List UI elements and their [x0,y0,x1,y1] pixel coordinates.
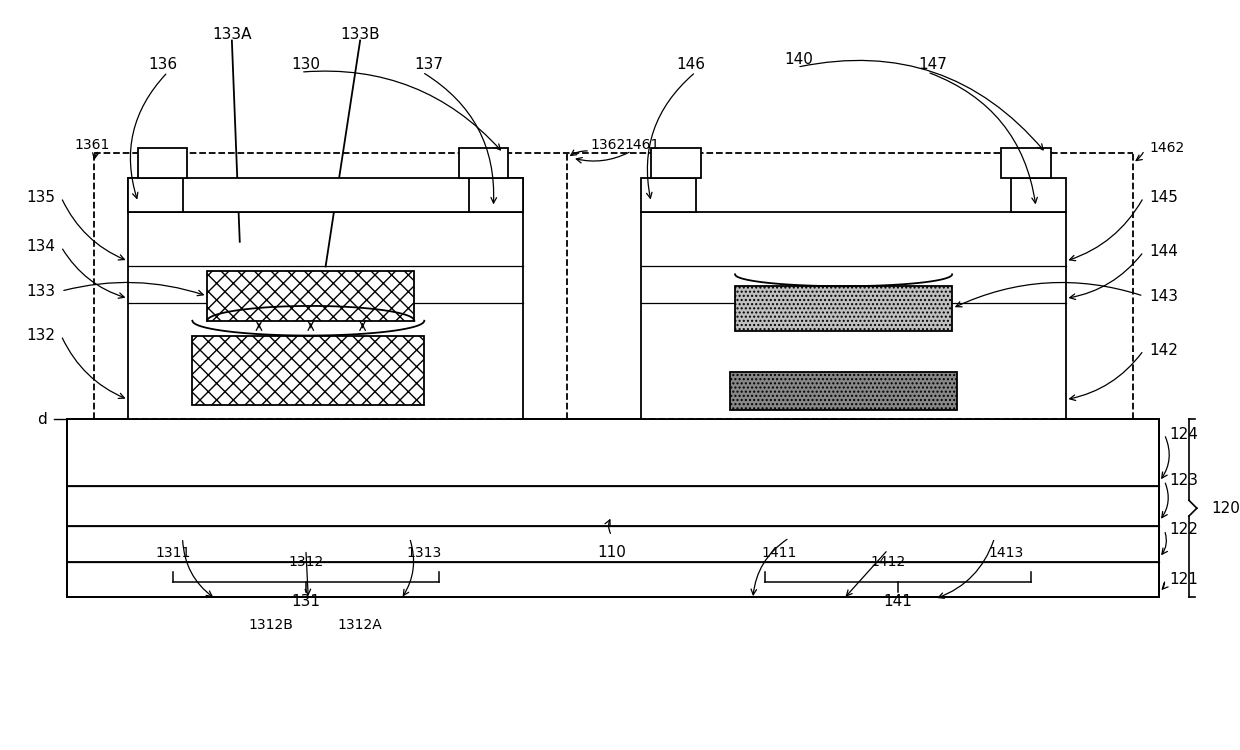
Bar [730,372,957,410]
Text: 1313: 1313 [407,545,441,560]
Text: 123: 123 [1169,473,1198,488]
Text: 132: 132 [26,328,56,343]
Text: 143: 143 [1149,289,1178,304]
Text: 140: 140 [785,52,813,67]
Bar [207,272,414,321]
Text: 131: 131 [291,595,320,610]
Bar [67,562,1159,597]
Bar [192,335,424,404]
Text: 120: 120 [1211,501,1240,516]
Text: 1413: 1413 [988,545,1024,560]
Text: 1312B: 1312B [249,618,294,632]
Text: 133B: 133B [340,27,379,42]
Text: 124: 124 [1169,427,1198,442]
Bar [459,148,508,178]
Bar [651,148,701,178]
Text: 147: 147 [918,57,947,72]
Text: 145: 145 [1149,190,1178,205]
Text: 1312: 1312 [288,556,324,569]
Text: 1411: 1411 [761,545,797,560]
Bar [67,526,1159,562]
Bar [1012,178,1065,212]
Bar [641,212,1065,419]
Bar [128,178,182,212]
Bar [67,487,1159,526]
Text: 130: 130 [291,57,320,72]
Text: 121: 121 [1169,572,1198,586]
Text: 135: 135 [26,190,56,205]
Bar [735,286,952,331]
Text: 134: 134 [26,239,56,254]
Text: 1312A: 1312A [337,618,382,632]
Text: 1461: 1461 [625,138,660,152]
Text: 122: 122 [1169,523,1198,538]
Bar [128,212,523,419]
Bar [67,419,1159,487]
Text: 141: 141 [883,595,913,610]
Text: 1412: 1412 [870,556,905,569]
Text: 1361: 1361 [74,138,109,152]
Text: 146: 146 [676,57,706,72]
Text: 142: 142 [1149,343,1178,358]
Text: 133A: 133A [212,27,252,42]
Text: 110: 110 [598,545,626,560]
Text: 1462: 1462 [1149,141,1184,155]
Bar [641,178,696,212]
Text: 136: 136 [149,57,177,72]
Text: 1311: 1311 [155,545,191,560]
Text: 137: 137 [414,57,444,72]
Bar [138,148,187,178]
Text: d: d [37,412,47,427]
Bar [128,178,523,212]
Bar [469,178,523,212]
Bar [1002,148,1050,178]
Text: 144: 144 [1149,244,1178,260]
Text: 1362: 1362 [590,138,625,152]
Text: 133: 133 [26,284,56,298]
